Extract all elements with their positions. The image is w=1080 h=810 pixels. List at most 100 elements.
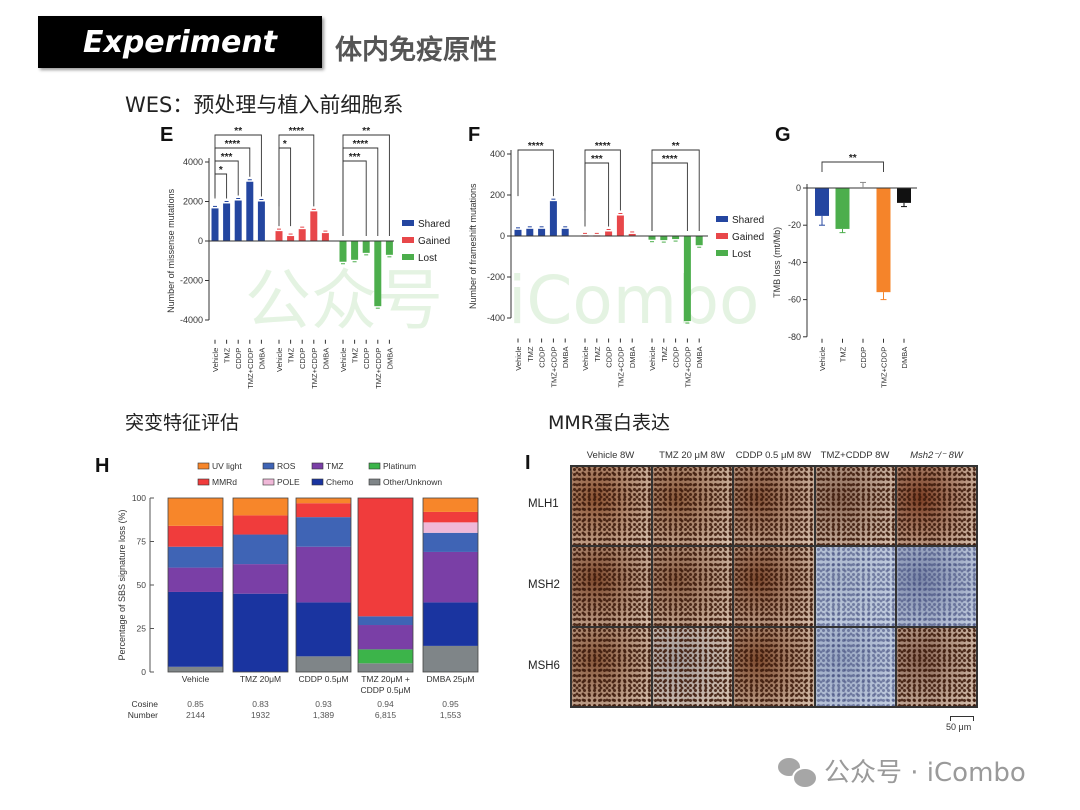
ihc-tile-msh2-3 xyxy=(733,546,815,627)
y-tick-label: 200 xyxy=(490,190,505,200)
bar xyxy=(538,228,546,236)
y-tick-label: 25 xyxy=(137,624,147,634)
ihc-tile-msh6-3 xyxy=(733,626,815,707)
y-tick-label: 2000 xyxy=(183,197,203,207)
legend-swatch xyxy=(311,462,324,470)
bar xyxy=(648,236,656,240)
watermark-left: 公众号 xyxy=(245,262,443,339)
segment-mmrd xyxy=(168,525,223,547)
cosine-value: 0.83 xyxy=(252,699,269,709)
legend-label: ROS xyxy=(277,461,296,471)
y-tick-label: -200 xyxy=(487,272,505,282)
legend-swatch xyxy=(402,254,414,260)
y-axis-title: TMB loss (mt/Mb) xyxy=(772,227,782,298)
x-tick-label: CDDP xyxy=(605,347,614,368)
bar xyxy=(876,188,891,293)
ihc-tile-mlh1-4 xyxy=(814,466,896,547)
bar xyxy=(605,231,613,236)
stacked-bar xyxy=(357,497,414,673)
significance-bracket xyxy=(342,134,390,236)
legend-swatch xyxy=(402,237,414,243)
x-tick-label: TMZ+CDDP xyxy=(683,347,692,388)
legend-label: Gained xyxy=(732,232,764,243)
significance-stars: **** xyxy=(595,141,611,152)
x-tick-label: CDDP xyxy=(234,348,243,369)
panel-label-f: F xyxy=(468,124,481,146)
legend-swatch xyxy=(368,478,381,486)
legend-swatch xyxy=(262,478,275,486)
cosine-value: 0.93 xyxy=(315,699,332,709)
x-tick-label: Vehicle xyxy=(182,674,210,684)
significance-stars: ** xyxy=(672,141,680,152)
number-row-label: Number xyxy=(128,710,158,720)
legend-label: Gained xyxy=(418,236,450,247)
bar-outline xyxy=(357,497,414,673)
legend-swatch xyxy=(262,462,275,470)
significance-bracket xyxy=(651,162,688,231)
bar xyxy=(628,233,636,236)
bar xyxy=(298,229,306,241)
experiment-tag-text: Experiment xyxy=(82,24,278,60)
x-tick-label: CDDP xyxy=(859,347,868,368)
bar xyxy=(815,188,829,216)
bar xyxy=(351,241,359,260)
ihc-tile-mlh1-1 xyxy=(571,466,653,547)
significance-bracket xyxy=(517,149,554,197)
x-tick-label: Vehicle xyxy=(339,348,348,372)
series-shared xyxy=(211,179,265,241)
ihc-tile-msh6-2 xyxy=(652,626,734,707)
segment-other-unknown xyxy=(358,663,413,672)
segment-other-unknown xyxy=(168,666,223,672)
y-tick-label: 4000 xyxy=(183,157,203,167)
panel-label-h: H xyxy=(95,455,110,477)
x-tick-label: TMZ xyxy=(351,347,360,363)
significance-bracket xyxy=(821,161,884,172)
y-tick-label: 50 xyxy=(137,580,147,590)
y-tick-label: 75 xyxy=(137,537,147,547)
x-tick-label: DMBA xyxy=(321,348,330,370)
x-tick-label: CDDP xyxy=(298,348,307,369)
legend-label: Lost xyxy=(732,249,751,260)
x-tick-label: DMBA xyxy=(561,347,570,369)
legend-swatch xyxy=(716,250,728,256)
significance-stars: ** xyxy=(362,126,370,137)
segment-tmz xyxy=(168,567,223,592)
segment-ros xyxy=(296,517,351,547)
legend-label: Other/Unknown xyxy=(383,477,442,487)
stacked-bar xyxy=(232,497,289,673)
x-tick-label: TMZ+CDDP xyxy=(374,348,383,389)
scale-bar-label: 50 μm xyxy=(946,722,972,732)
ihc-tile-mlh1-5 xyxy=(895,466,977,547)
ihc-tile-msh2-1 xyxy=(571,546,653,627)
cosine-value: 0.94 xyxy=(377,699,394,709)
y-tick-label: -20 xyxy=(788,220,801,230)
significance-stars: ** xyxy=(234,126,242,137)
y-tick-label: -60 xyxy=(788,295,801,305)
x-tick-label: TMZ xyxy=(839,346,848,362)
bar xyxy=(835,188,850,229)
legend-swatch xyxy=(716,216,728,222)
significance-stars: **** xyxy=(528,141,544,152)
ihc-column-header: TMZ 20 μM 8W xyxy=(659,450,725,461)
bar-outline xyxy=(422,497,479,673)
ihc-image-grid xyxy=(570,465,978,708)
segment-ros xyxy=(168,546,223,568)
segment-ros xyxy=(233,534,288,565)
series-gained xyxy=(275,208,329,241)
number-value: 1,389 xyxy=(313,710,335,720)
bar-outline xyxy=(167,497,224,673)
x-tick-label: TMZ 20μM + xyxy=(361,674,410,684)
x-tick-label: TMZ+CDDP xyxy=(310,348,319,389)
slide-subtitle: WES：预处理与植入前细胞系 xyxy=(125,93,404,117)
bar xyxy=(310,211,318,241)
bar xyxy=(549,201,557,236)
segment-other-unknown xyxy=(423,645,478,672)
y-tick-label: -40 xyxy=(788,257,801,267)
bar xyxy=(223,203,231,241)
significance-stars: *** xyxy=(349,152,361,163)
bar xyxy=(211,208,219,241)
stacked-bar xyxy=(167,497,224,673)
y-tick-label: -400 xyxy=(487,313,505,323)
y-tick-label: -2000 xyxy=(180,276,203,286)
